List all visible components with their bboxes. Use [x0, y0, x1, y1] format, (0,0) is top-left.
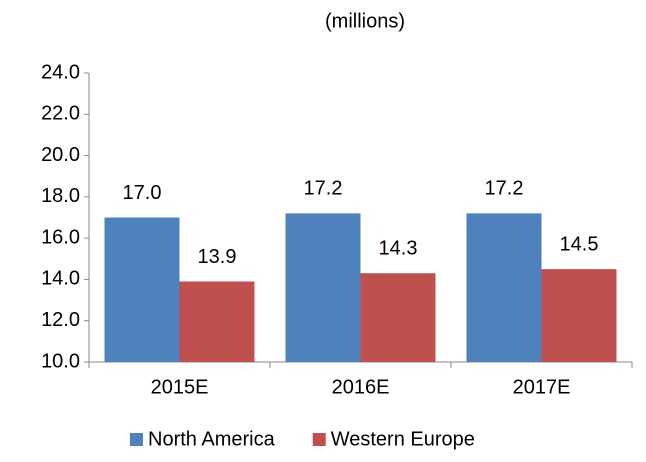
- y-tick-label: 14.0: [41, 268, 80, 290]
- value-label: 14.3: [379, 238, 418, 260]
- bar: [285, 213, 361, 362]
- legend-swatch: [312, 433, 326, 446]
- x-tick-label: 2017E: [513, 376, 571, 398]
- y-tick-label: 10.0: [41, 350, 80, 372]
- y-tick-label: 20.0: [41, 144, 80, 166]
- bar: [104, 217, 180, 362]
- x-tick-label: 2016E: [332, 376, 390, 398]
- y-tick-label: 12.0: [41, 309, 80, 331]
- y-tick-label: 22.0: [41, 103, 80, 125]
- value-label: 17.0: [123, 182, 162, 204]
- bar: [360, 273, 436, 362]
- bar: [466, 213, 542, 362]
- bar: [179, 281, 255, 362]
- y-tick-label: 18.0: [41, 185, 80, 207]
- value-label: 14.5: [560, 233, 599, 255]
- legend-label: North America: [148, 428, 276, 450]
- bar: [541, 269, 617, 362]
- legend-swatch: [130, 433, 143, 446]
- y-tick-label: 16.0: [41, 226, 80, 248]
- y-tick-label: 24.0: [41, 61, 80, 83]
- legend-label: Western Europe: [331, 428, 475, 450]
- value-label: 17.2: [304, 178, 343, 200]
- value-label: 13.9: [198, 246, 237, 268]
- x-tick-label: 2015E: [151, 376, 209, 398]
- chart-subtitle: (millions): [325, 10, 405, 32]
- value-label: 17.2: [485, 178, 524, 200]
